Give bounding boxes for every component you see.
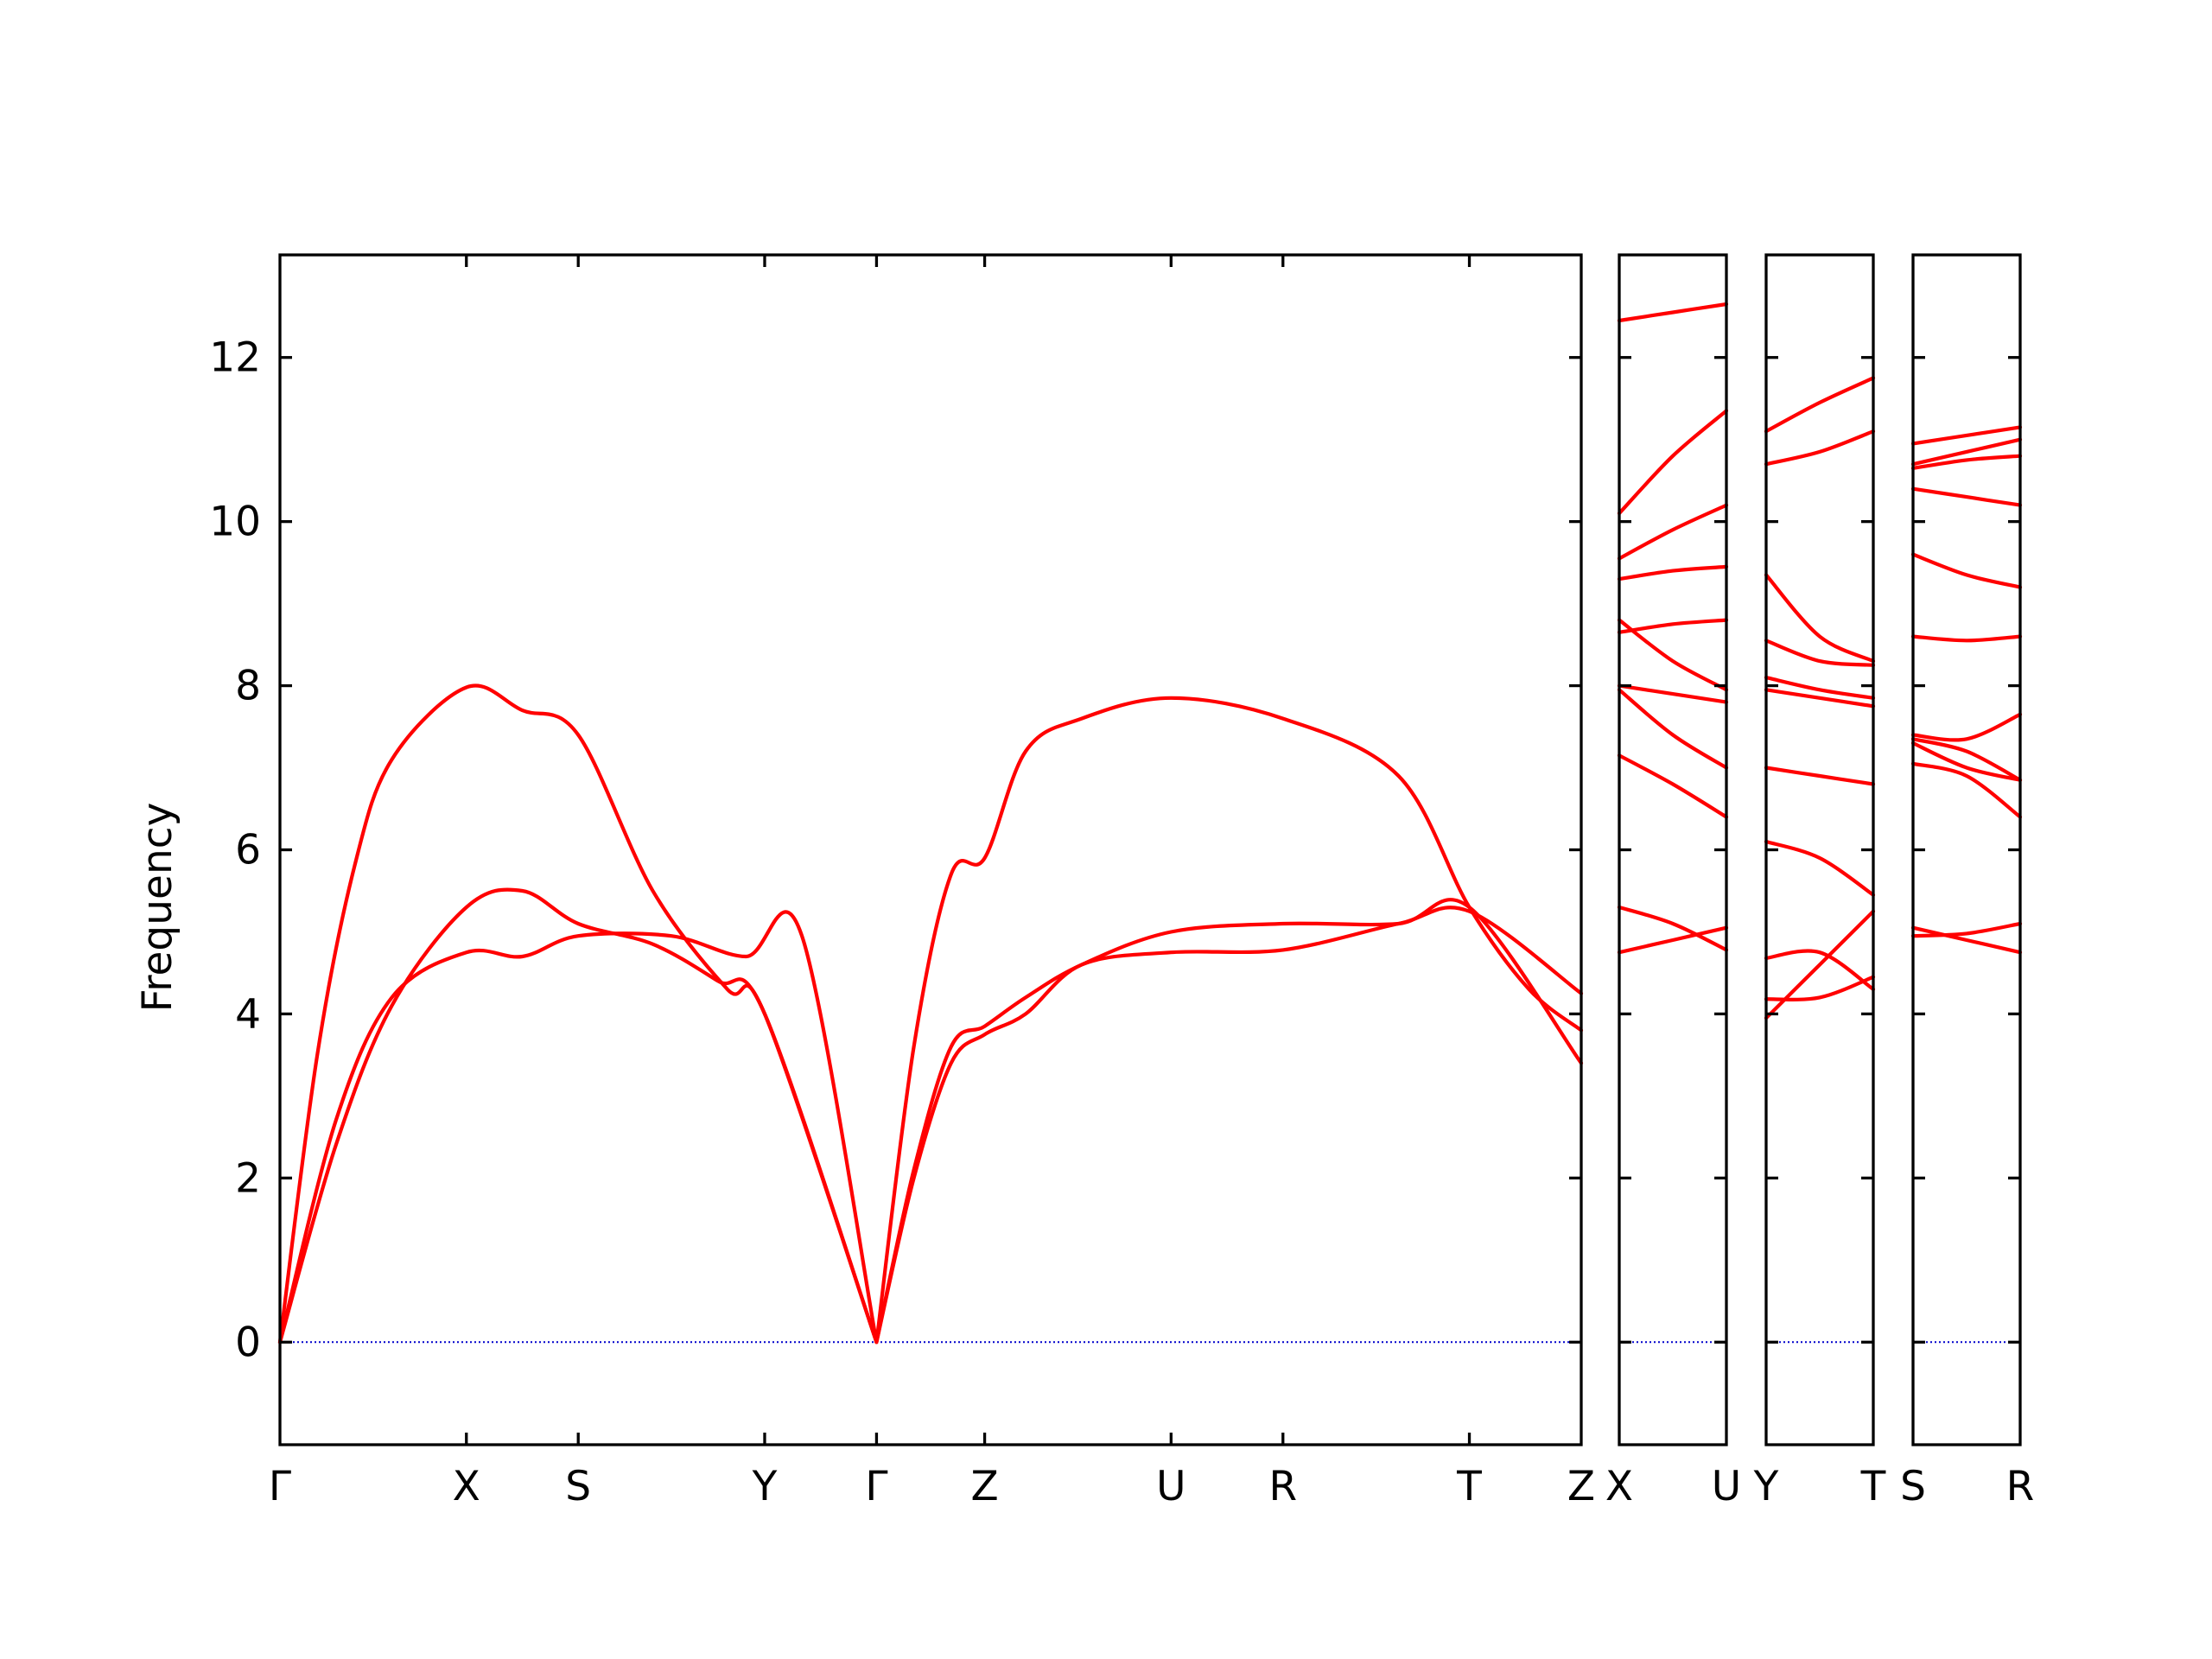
band-line xyxy=(1910,634,2023,643)
band-line xyxy=(1764,766,1876,786)
y-tick-label: 6 xyxy=(235,827,261,874)
band-line xyxy=(277,683,879,1344)
kpoint-label: Z xyxy=(1567,1463,1595,1510)
band-line xyxy=(1910,454,2023,470)
y-tick-label: 0 xyxy=(235,1319,261,1366)
band-line xyxy=(1617,618,1729,634)
y-tick-label: 12 xyxy=(209,334,261,382)
kpoint-label: S xyxy=(1900,1463,1926,1510)
y-tick-label: 2 xyxy=(235,1154,261,1202)
band-line xyxy=(1617,618,1729,692)
axes-frame xyxy=(278,253,1583,1446)
y-axis-label: Frequency xyxy=(134,803,181,1013)
band-line xyxy=(1764,688,1876,709)
band-line xyxy=(1910,925,2023,955)
kpoint-label: Γ xyxy=(269,1463,291,1510)
band-line xyxy=(1910,761,2023,819)
band-line xyxy=(1617,925,1729,955)
band-line xyxy=(1910,486,2023,507)
panel-main: 0 2 4 6 8 10 12 Γ X S Y Γ Z U R T Z xyxy=(209,253,1595,1510)
kpoint-label: T xyxy=(1860,1463,1886,1510)
kpoint-label: Z xyxy=(970,1463,998,1510)
band-line xyxy=(1910,741,2023,782)
band-line xyxy=(1910,737,2023,782)
kpoint-label: S xyxy=(565,1463,591,1510)
kpoint-label: Y xyxy=(1753,1463,1779,1510)
kpoint-label: U xyxy=(1712,1463,1741,1510)
axes-frame xyxy=(1618,253,1728,1446)
axes-frame xyxy=(1911,253,2022,1446)
band-line xyxy=(1617,564,1729,582)
y-tick-label: 10 xyxy=(209,499,261,546)
kpoint-label: Y xyxy=(752,1463,778,1510)
y-tick-label: 8 xyxy=(235,663,261,710)
band-line xyxy=(1764,376,1876,434)
axes-frame xyxy=(1764,253,1875,1446)
kpoint-label: R xyxy=(2006,1463,2035,1510)
band-line xyxy=(1910,437,2023,467)
band-line xyxy=(1910,552,2023,589)
band-line xyxy=(874,898,1584,1344)
band-line xyxy=(277,887,879,1344)
band-line xyxy=(1910,921,2023,938)
band-line xyxy=(1617,905,1729,952)
kpoint-label: U xyxy=(1156,1463,1185,1510)
band-line xyxy=(1617,683,1729,704)
band-line xyxy=(277,910,879,1344)
band-line xyxy=(1764,975,1876,1001)
kpoint-label: R xyxy=(1268,1463,1297,1510)
band-line xyxy=(1910,712,2023,742)
band-line xyxy=(1617,302,1729,323)
band-line xyxy=(1617,753,1729,819)
band-line xyxy=(1617,409,1729,516)
band-line xyxy=(1764,676,1876,700)
band-line xyxy=(1764,429,1876,467)
band-line xyxy=(1764,949,1876,991)
band-line xyxy=(1910,425,2023,446)
band-line xyxy=(1617,503,1729,561)
band-line xyxy=(874,906,1584,1344)
kpoint-label: X xyxy=(1605,1463,1633,1510)
band-line xyxy=(874,696,1584,1344)
band-line xyxy=(1764,839,1876,897)
y-tick-label: 4 xyxy=(235,990,261,1038)
kpoint-label: X xyxy=(453,1463,480,1510)
band-line xyxy=(1617,688,1729,770)
band-line xyxy=(1764,909,1876,1020)
kpoint-label: Γ xyxy=(865,1463,887,1510)
band-line xyxy=(1764,573,1876,664)
band-line xyxy=(1764,639,1876,667)
kpoint-label: T xyxy=(1456,1463,1482,1510)
